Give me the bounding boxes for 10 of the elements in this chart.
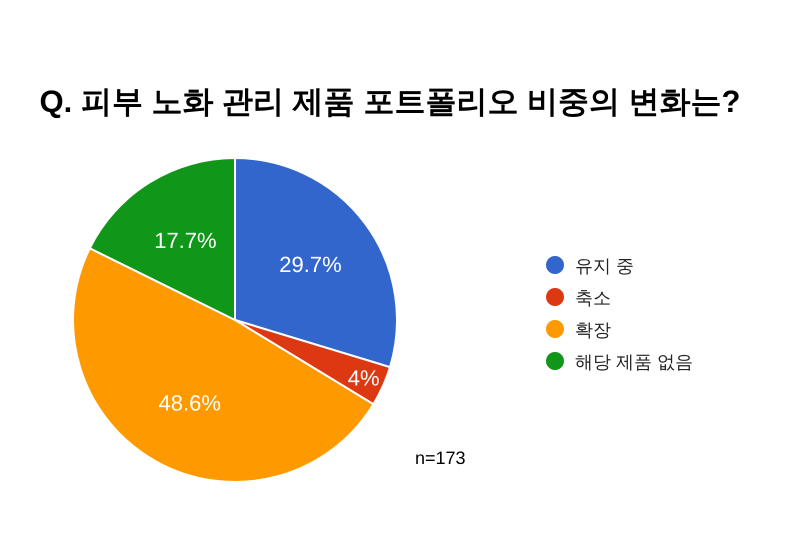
text: n=173 [415, 448, 466, 468]
legend-label: 유지 중 [575, 256, 634, 276]
legend-label: 확장 [575, 320, 611, 340]
legend-label: 축소 [575, 288, 611, 308]
chart-title: Q. 피부 노화 관리 제품 포트폴리오 비중의 변화는? [40, 84, 740, 119]
legend-label: 해당 제품 없음 [575, 352, 694, 372]
data-label: 4% [348, 366, 380, 391]
data-label: 29.7% [279, 252, 342, 278]
data-label: 17.7% [154, 228, 217, 254]
data-label: 48.6% [158, 390, 221, 416]
